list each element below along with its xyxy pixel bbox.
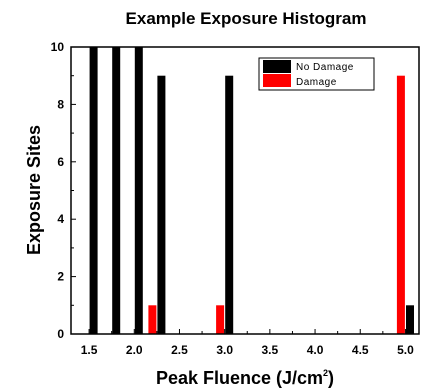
legend-label-damage: Damage bbox=[296, 77, 337, 88]
bar-no-damage-4 bbox=[225, 75, 234, 334]
bar-damage-2 bbox=[396, 75, 405, 334]
x-tick-label-1: 2.0 bbox=[126, 343, 143, 357]
x-tick-label-0: 1.5 bbox=[81, 343, 98, 357]
legend-swatch-no-damage bbox=[263, 60, 291, 73]
bar-no-damage-5 bbox=[406, 305, 414, 334]
y-axis-label: Exposure Sites bbox=[24, 125, 44, 255]
chart-title: Example Exposure Histogram bbox=[126, 9, 367, 28]
x-axis-label-close: ) bbox=[328, 368, 334, 388]
x-tick-label-2: 2.5 bbox=[171, 343, 188, 357]
bar-no-damage-0 bbox=[89, 47, 98, 334]
legend: No Damage Damage bbox=[258, 57, 375, 91]
bar-no-damage-1 bbox=[112, 47, 121, 334]
x-tick-label-7: 5.0 bbox=[397, 343, 414, 357]
bar-no-damage-2 bbox=[134, 47, 143, 334]
y-tick-label-2: 4 bbox=[57, 212, 64, 226]
bars-group bbox=[89, 47, 414, 334]
bar-no-damage-3 bbox=[157, 75, 166, 334]
x-axis-label-sup: 2 bbox=[323, 368, 328, 378]
y-tick-label-5: 10 bbox=[51, 40, 65, 54]
y-tick-label-0: 0 bbox=[57, 327, 64, 341]
bar-damage-1 bbox=[216, 305, 225, 334]
legend-label-no-damage: No Damage bbox=[296, 62, 354, 73]
x-axis-label-main: Peak Fluence (J/cm bbox=[156, 368, 323, 388]
tick-labels-group: 1.5 2.0 2.5 3.0 3.5 4.0 4.5 5.0 0 2 4 6 8 10 bbox=[51, 40, 414, 357]
y-tick-label-4: 8 bbox=[57, 97, 64, 111]
x-tick-label-5: 4.0 bbox=[307, 343, 324, 357]
x-tick-label-6: 4.5 bbox=[352, 343, 369, 357]
y-tick-label-1: 2 bbox=[57, 270, 64, 284]
bar-damage-0 bbox=[148, 305, 157, 334]
x-tick-label-4: 3.5 bbox=[262, 343, 279, 357]
x-axis-label: Peak Fluence (J/cm2) bbox=[156, 368, 334, 388]
y-tick-label-3: 6 bbox=[57, 155, 64, 169]
legend-swatch-damage bbox=[263, 74, 291, 87]
ticks-group bbox=[71, 46, 406, 335]
x-tick-label-3: 3.0 bbox=[216, 343, 233, 357]
